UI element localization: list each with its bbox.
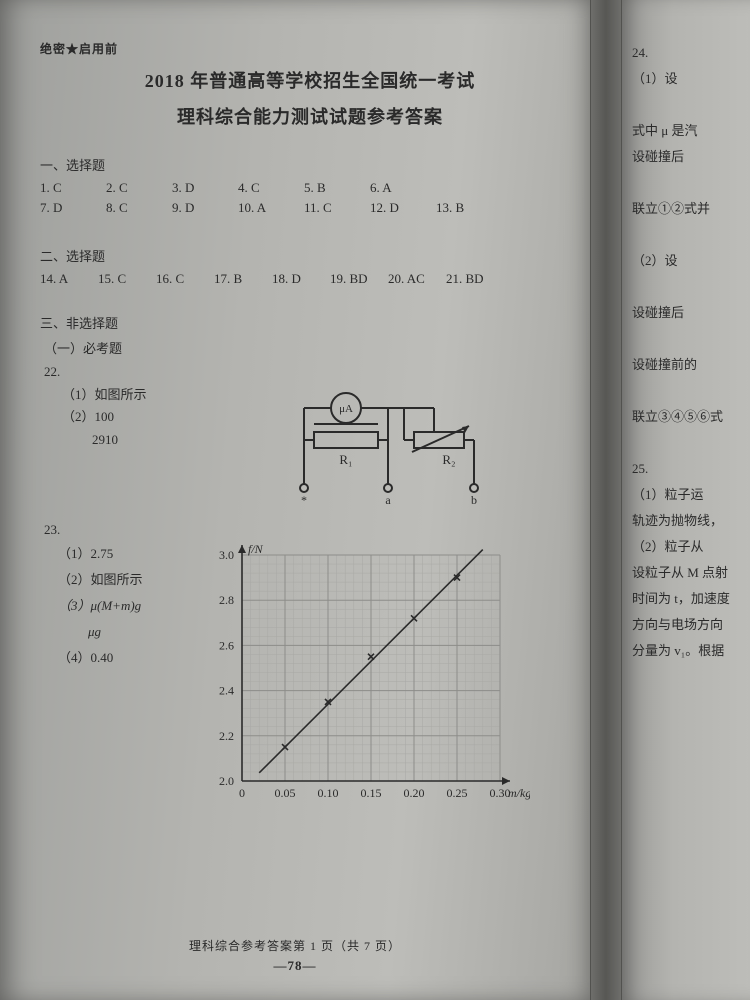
right-line: （1）设	[632, 66, 750, 92]
right-line	[632, 92, 750, 118]
ans-q3: 3. D	[172, 180, 216, 196]
svg-text:2.6: 2.6	[219, 639, 234, 653]
ans-q4: 4. C	[238, 180, 282, 196]
ans-q19: 19. BD	[330, 271, 370, 287]
svg-text:2.2: 2.2	[219, 729, 234, 743]
svg-text:a: a	[385, 493, 391, 507]
right-line	[632, 326, 750, 352]
ans-q5: 5. B	[304, 180, 348, 196]
right-line	[632, 430, 750, 456]
q23-a3b: μg	[88, 619, 190, 645]
right-line: 设粒子从 M 点射	[632, 560, 750, 586]
section2-heading: 二、选择题	[40, 246, 580, 265]
ans-q2: 2. C	[106, 180, 150, 196]
svg-text:b: b	[471, 493, 477, 507]
section3-heading: 三、非选择题	[40, 313, 580, 332]
classification-label: 绝密★启用前	[40, 40, 580, 57]
choice-row-2: 7. D 8. C 9. D 10. A 11. C 12. D 13. B	[40, 200, 580, 216]
svg-text:0.20: 0.20	[404, 786, 425, 800]
svg-text:0.25: 0.25	[447, 786, 468, 800]
required-heading: （一）必考题	[44, 338, 580, 361]
right-line: 联立③④⑤⑥式	[632, 404, 750, 430]
right-page-lines: 24.（1）设 式中 μ 是汽设碰撞后 联立①②式并 （2）设 设碰撞后 设碰撞…	[632, 40, 750, 664]
ans-q13: 13. B	[436, 200, 480, 216]
right-line	[632, 274, 750, 300]
svg-text:R₂: R₂	[442, 452, 455, 467]
svg-text:*: *	[301, 493, 307, 507]
ans-q20: 20. AC	[388, 271, 428, 287]
ans-q11: 11. C	[304, 200, 348, 216]
page-spread: 绝密★启用前 2018 年普通高等学校招生全国统一考试 理科综合能力测试试题参考…	[0, 0, 750, 1000]
svg-text:μA: μA	[339, 403, 353, 415]
svg-text:0: 0	[239, 786, 245, 800]
ans-q10: 10. A	[238, 200, 282, 216]
exam-title-line1: 2018 年普通高等学校招生全国统一考试	[40, 67, 580, 93]
svg-text:f/N: f/N	[248, 542, 264, 556]
svg-text:m/kg: m/kg	[508, 786, 530, 800]
right-line: 式中 μ 是汽	[632, 118, 750, 144]
section1-heading: 一、选择题	[40, 155, 580, 174]
right-line: 时间为 t，加速度	[632, 586, 750, 612]
ans-q21: 21. BD	[446, 271, 486, 287]
ans-q17: 17. B	[214, 271, 254, 287]
ans-q18: 18. D	[272, 271, 312, 287]
q22-a2b: 2910	[92, 429, 264, 452]
q23-a2: （2）如图所示	[58, 567, 190, 593]
q22-number: 22.	[44, 361, 580, 384]
left-page: 绝密★启用前 2018 年普通高等学校招生全国统一考试 理科综合能力测试试题参考…	[0, 0, 590, 1000]
right-line: 设碰撞前的	[632, 352, 750, 378]
q22-a2a: （2）100	[62, 406, 264, 429]
svg-text:0.05: 0.05	[275, 786, 296, 800]
footer-text: 理科综合参考答案第 1 页（共 7 页）	[0, 937, 590, 954]
ans-q16: 16. C	[156, 271, 196, 287]
svg-text:2.8: 2.8	[219, 593, 234, 607]
ans-q8: 8. C	[106, 200, 150, 216]
right-line: 方向与电场方向	[632, 612, 750, 638]
right-line: （2）设	[632, 248, 750, 274]
choice-row-1: 1. C 2. C 3. D 4. C 5. B 6. A	[40, 180, 580, 196]
q23-number: 23.	[44, 519, 580, 542]
ans-q14: 14. A	[40, 271, 80, 287]
svg-text:0.10: 0.10	[318, 786, 339, 800]
page-number: —78—	[0, 958, 590, 974]
right-line: 24.	[632, 40, 750, 66]
right-line	[632, 170, 750, 196]
right-line: 联立①②式并	[632, 196, 750, 222]
svg-text:2.0: 2.0	[219, 774, 234, 788]
q23-chart: 00.050.100.150.200.250.302.02.22.42.62.8…	[200, 541, 580, 826]
svg-text:2.4: 2.4	[219, 684, 234, 698]
exam-title-line2: 理科综合能力测试试题参考答案	[40, 103, 580, 129]
page-footer: 理科综合参考答案第 1 页（共 7 页） —78—	[0, 937, 590, 974]
choice-row-3: 14. A 15. C 16. C 17. B 18. D 19. BD 20.…	[40, 271, 580, 287]
svg-text:R₁: R₁	[339, 452, 352, 467]
ans-q1: 1. C	[40, 180, 84, 196]
q23-a4: （4）0.40	[58, 645, 190, 671]
right-line: 分量为 v₁。根据	[632, 638, 750, 664]
right-line: （1）粒子运	[632, 482, 750, 508]
q23-a1: （1）2.75	[58, 541, 190, 567]
right-line: 设碰撞后	[632, 300, 750, 326]
right-line	[632, 222, 750, 248]
svg-text:3.0: 3.0	[219, 548, 234, 562]
book-gutter	[590, 0, 622, 1000]
right-line: 25.	[632, 456, 750, 482]
right-line: （2）粒子从	[632, 534, 750, 560]
right-line	[632, 378, 750, 404]
right-page: 24.（1）设 式中 μ 是汽设碰撞后 联立①②式并 （2）设 设碰撞后 设碰撞…	[622, 0, 750, 1000]
ans-q9: 9. D	[172, 200, 216, 216]
circuit-diagram: μA R₁ R₂ * a b	[274, 388, 580, 513]
ans-q12: 12. D	[370, 200, 414, 216]
ans-q6: 6. A	[370, 180, 414, 196]
ans-q15: 15. C	[98, 271, 138, 287]
svg-text:0.15: 0.15	[361, 786, 382, 800]
right-line: 设碰撞后	[632, 144, 750, 170]
right-line: 轨迹为抛物线，	[632, 508, 750, 534]
q23-a3a: （3）μ(M+m)g	[58, 593, 190, 619]
q22-a1: （1）如图所示	[62, 384, 264, 407]
ans-q7: 7. D	[40, 200, 84, 216]
